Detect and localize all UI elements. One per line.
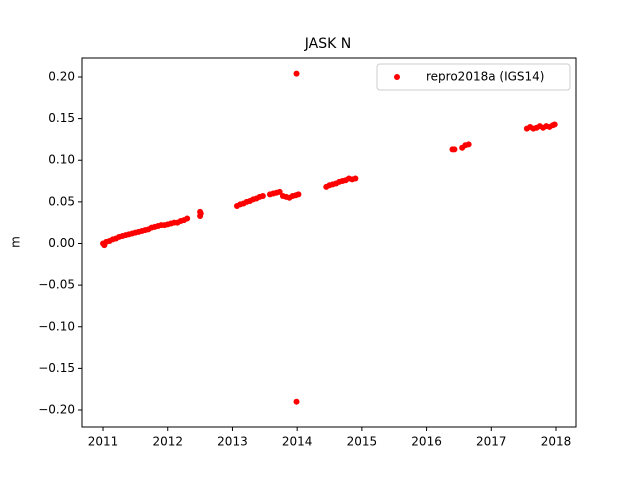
x-tick-label: 2018 xyxy=(541,435,572,449)
legend-marker xyxy=(394,74,400,80)
y-tick-label: −0.05 xyxy=(38,278,75,292)
x-tick-label: 2016 xyxy=(411,435,442,449)
y-tick-label: 0.05 xyxy=(48,194,75,208)
x-tick-label: 2011 xyxy=(88,435,119,449)
point xyxy=(295,191,302,198)
point xyxy=(197,210,204,217)
point xyxy=(451,146,458,153)
chart-title: JASK N xyxy=(304,36,351,52)
y-tick-label: −0.15 xyxy=(38,361,75,375)
point xyxy=(465,141,472,148)
point xyxy=(352,175,359,182)
y-tick-label: 0.10 xyxy=(48,153,75,167)
point xyxy=(551,121,558,128)
y-tick-label: −0.10 xyxy=(38,319,75,333)
x-tick-label: 2017 xyxy=(476,435,507,449)
x-tick-label: 2015 xyxy=(347,435,378,449)
plot-frame xyxy=(81,57,577,428)
y-tick-label: −0.20 xyxy=(38,403,75,417)
y-tick-label: 0.00 xyxy=(48,236,75,250)
x-tick-label: 2014 xyxy=(282,435,313,449)
x-tick-label: 2012 xyxy=(152,435,183,449)
point xyxy=(293,70,300,77)
point xyxy=(276,188,283,195)
y-tick-label: 0.20 xyxy=(48,69,75,83)
point xyxy=(184,215,191,222)
legend-label: repro2018a (IGS14) xyxy=(426,70,544,84)
legend-box xyxy=(376,63,571,91)
x-tick-label: 2013 xyxy=(217,435,248,449)
point xyxy=(259,193,266,200)
point xyxy=(293,398,300,405)
y-axis-label: m xyxy=(9,236,23,248)
y-tick-label: 0.15 xyxy=(48,111,75,125)
